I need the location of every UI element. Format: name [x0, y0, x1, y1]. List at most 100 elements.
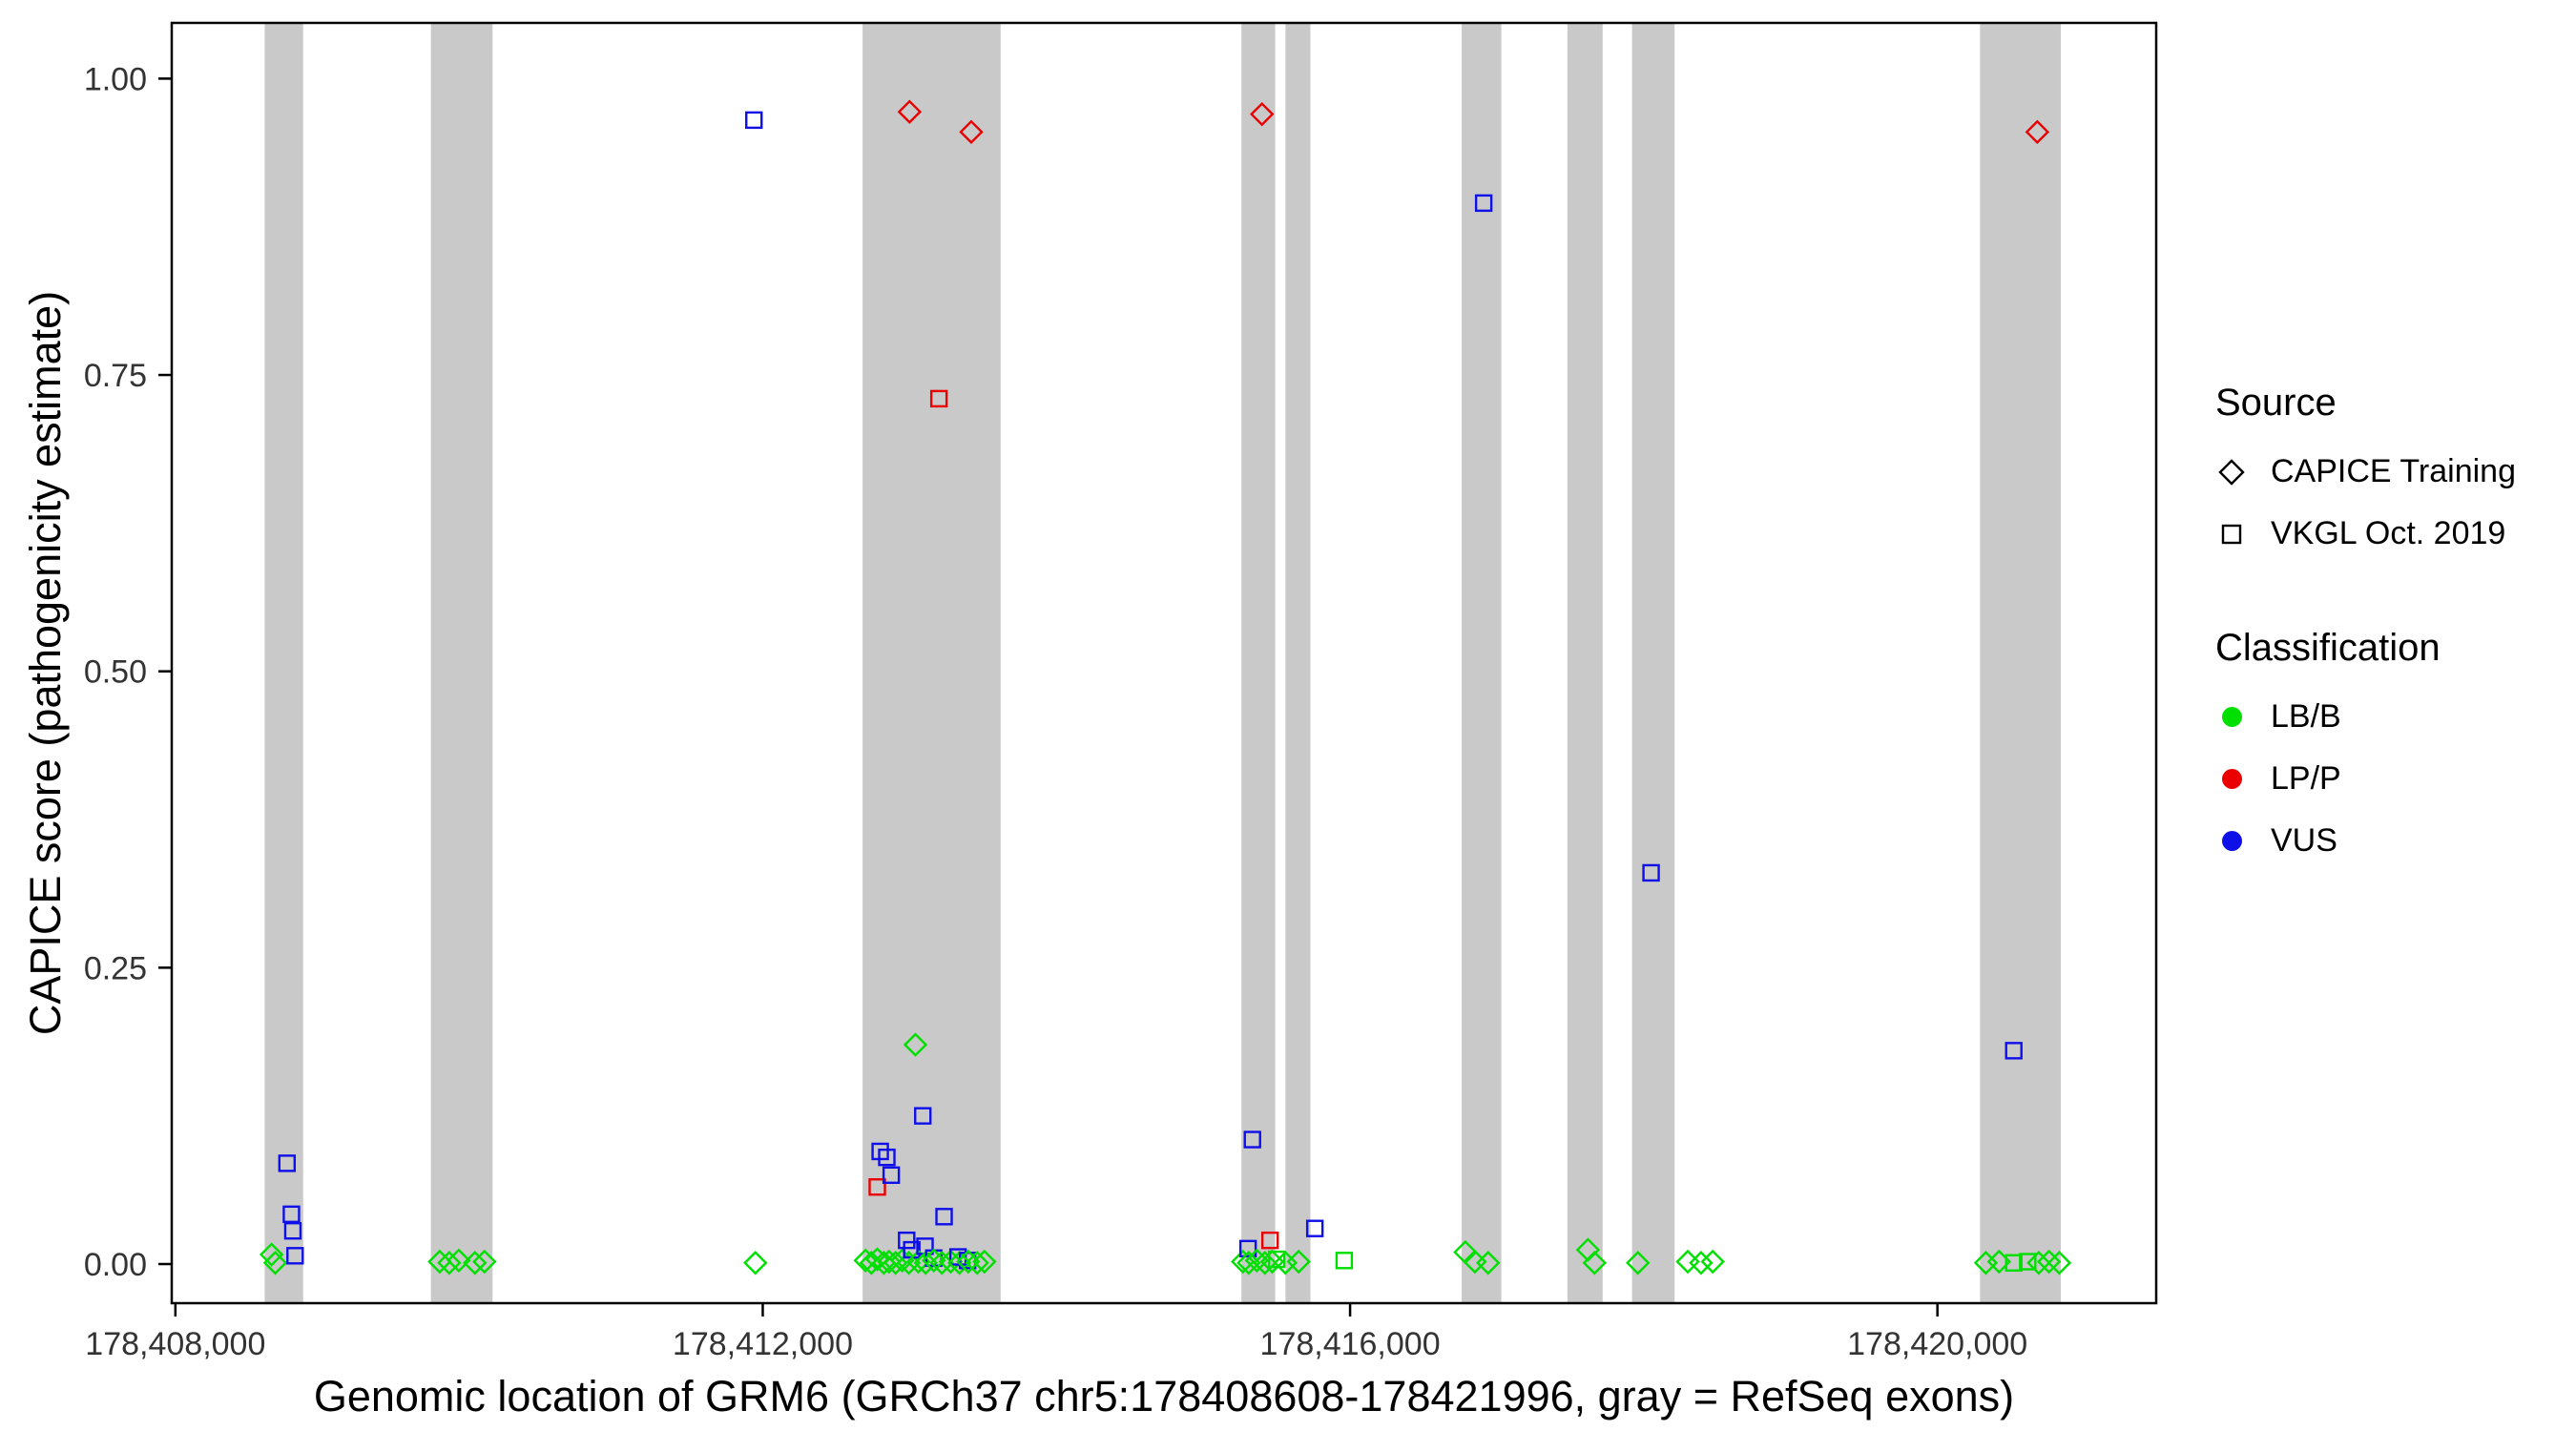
data-point-diamond: [956, 1249, 981, 1275]
data-point-diamond: [2046, 1251, 2072, 1275]
data-point-square: [1305, 1219, 1324, 1237]
data-point-diamond: [1476, 1251, 1501, 1275]
data-point-diamond: [1700, 1249, 1725, 1275]
legend-item-vus: VUS: [2215, 822, 2516, 860]
data-point-diamond: [913, 1251, 938, 1275]
square-icon: [2215, 518, 2248, 550]
data-point-diamond: [2025, 119, 2050, 145]
legend-label-lbb: LB/B: [2271, 698, 2341, 735]
data-point-diamond: [447, 1248, 471, 1273]
data-point-square: [282, 1205, 301, 1224]
data-point-square: [1243, 1130, 1261, 1149]
data-point-diamond: [959, 119, 984, 145]
data-point-square: [283, 1222, 302, 1240]
data-point-diamond: [427, 1249, 452, 1275]
data-point-square: [1267, 1250, 1286, 1269]
exon-band: [1631, 23, 1675, 1303]
data-point-square: [2019, 1253, 2037, 1271]
data-point-diamond: [1253, 1251, 1278, 1275]
legend-label-lpp: LP/P: [2271, 760, 2341, 797]
y-tick-label: 0.00: [84, 1247, 147, 1283]
exon-band: [1567, 23, 1603, 1303]
data-point-square: [1260, 1231, 1279, 1250]
data-point-diamond: [896, 1251, 922, 1275]
data-point-diamond: [938, 1249, 964, 1275]
data-point-diamond: [262, 1251, 288, 1275]
x-axis-label: Genomic location of GRM6 (GRCh37 chr5:17…: [313, 1372, 2015, 1421]
data-point-square: [2005, 1042, 2023, 1060]
data-point-square: [1335, 1252, 1354, 1270]
legend-label-capice-training: CAPICE Training: [2271, 453, 2516, 489]
panel-border: [170, 21, 2158, 1305]
data-point-diamond: [1973, 1251, 1999, 1275]
exon-band: [1241, 23, 1276, 1303]
data-point-diamond: [463, 1251, 488, 1275]
y-axis-label: CAPICE score (pathogenicity estimate): [21, 290, 70, 1036]
legend-item-lbb: LB/B: [2215, 698, 2516, 736]
exon-band: [1980, 23, 2061, 1303]
data-point-diamond: [472, 1249, 497, 1275]
data-point-diamond: [1273, 1251, 1298, 1275]
data-point-square: [868, 1178, 886, 1196]
data-point-diamond: [946, 1251, 972, 1275]
circle-icon: [2221, 831, 2242, 851]
legend-label-vkgl: VKGL Oct. 2019: [2271, 515, 2506, 551]
data-point-diamond: [965, 1251, 989, 1275]
diamond-icon: [2215, 456, 2248, 488]
data-point-diamond: [1244, 1248, 1270, 1273]
data-point-square: [278, 1154, 297, 1172]
data-point-diamond: [1236, 1251, 1261, 1275]
data-point-square: [1642, 863, 1660, 882]
data-point-diamond: [1626, 1251, 1651, 1275]
data-point-square: [745, 111, 763, 130]
x-tick-label: 178,416,000: [1260, 1326, 1441, 1362]
x-tick-label: 178,408,000: [85, 1326, 265, 1362]
data-point-square: [882, 1166, 901, 1185]
y-tick-label: 0.50: [84, 654, 147, 691]
data-point-diamond: [871, 1251, 897, 1275]
data-point-diamond: [743, 1251, 768, 1275]
data-point-square: [286, 1247, 304, 1265]
data-point-square: [914, 1107, 932, 1125]
legend-item-lpp: LP/P: [2215, 760, 2516, 798]
exon-band: [264, 23, 303, 1303]
data-point-square: [935, 1208, 953, 1226]
data-point-diamond: [903, 1032, 928, 1057]
y-tick-label: 0.25: [84, 950, 147, 986]
legend: Source CAPICE Training VKGL Oct. 2019 Cl…: [2215, 382, 2516, 884]
legend-classification-title: Classification: [2215, 627, 2441, 669]
exon-band: [430, 23, 493, 1303]
data-point-diamond: [972, 1249, 997, 1275]
data-point-square: [1474, 194, 1493, 213]
circle-icon: [2221, 769, 2242, 789]
x-tick-label: 178,412,000: [673, 1326, 853, 1362]
legend-label-vus: VUS: [2271, 822, 2337, 859]
legend-item-vkgl: VKGL Oct. 2019: [2215, 515, 2516, 552]
data-point-diamond: [259, 1242, 284, 1267]
exon-band: [1462, 23, 1502, 1303]
data-point-diamond: [1286, 1249, 1311, 1275]
data-point-square: [2005, 1254, 2023, 1272]
legend-source-title: Source: [2215, 382, 2337, 424]
exon-band: [862, 23, 1001, 1303]
data-point-diamond: [929, 1251, 954, 1275]
legend-classification-section: Classification LB/B LP/P VUS: [2215, 627, 2516, 860]
data-point-diamond: [1689, 1251, 1714, 1275]
data-point-diamond: [1582, 1251, 1608, 1275]
data-point-square: [929, 389, 948, 408]
data-point-diamond: [437, 1251, 462, 1275]
data-point-diamond: [1250, 101, 1275, 127]
x-tick-label: 178,420,000: [1847, 1326, 2027, 1362]
data-point-square: [878, 1148, 896, 1167]
data-point-diamond: [877, 1249, 902, 1275]
circle-icon: [2221, 707, 2242, 727]
data-point-diamond: [2026, 1251, 2051, 1275]
data-point-square: [898, 1231, 916, 1250]
legend-item-capice-training: CAPICE Training: [2215, 453, 2516, 490]
y-tick-label: 1.00: [84, 61, 147, 97]
data-point-diamond: [853, 1248, 878, 1273]
data-point-diamond: [897, 99, 923, 124]
data-point-diamond: [922, 1248, 946, 1273]
